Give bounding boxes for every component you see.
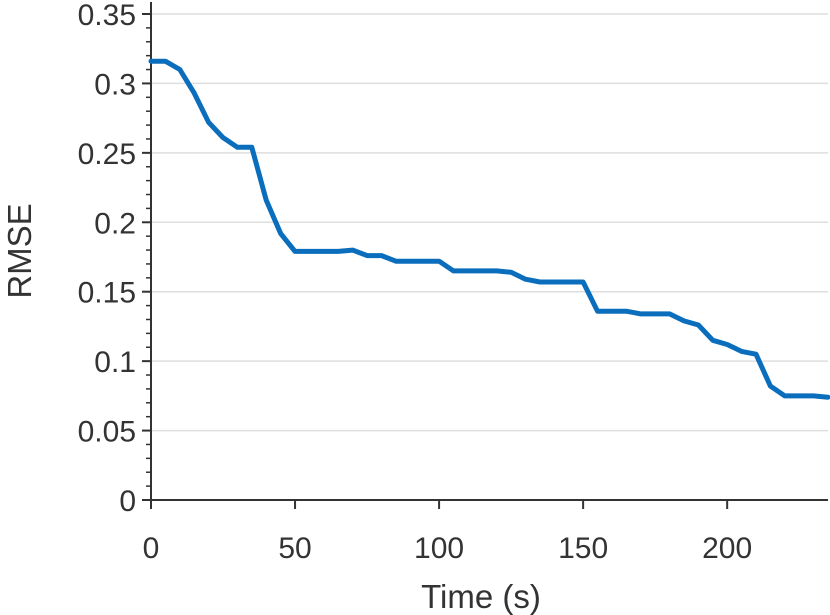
y-tick-label: 0.25 bbox=[78, 138, 136, 171]
y-axis-title: RMSE bbox=[1, 203, 38, 298]
y-tick-label: 0.1 bbox=[94, 346, 136, 379]
y-tick-label: 0.3 bbox=[94, 68, 136, 101]
y-tick-label: 0.15 bbox=[78, 277, 136, 310]
x-tick-label: 0 bbox=[143, 532, 160, 565]
rmse-series-line bbox=[148, 58, 830, 400]
series-group bbox=[148, 58, 830, 400]
y-tick-label: 0 bbox=[119, 485, 136, 518]
y-tick-label: 0.35 bbox=[78, 0, 136, 32]
x-tick-label: 50 bbox=[278, 532, 311, 565]
x-tick-label: 150 bbox=[558, 532, 608, 565]
x-tick-label: 200 bbox=[702, 532, 752, 565]
y-axis: 0 0.05 0.1 0.15 0.2 0.25 0.3 0.35 bbox=[78, 0, 152, 518]
y-tick-label: 0.05 bbox=[78, 416, 136, 449]
x-axis: 0 50 100 150 200 bbox=[143, 499, 828, 565]
y-tick-label: 0.2 bbox=[94, 207, 136, 240]
x-axis-title: Time (s) bbox=[421, 578, 541, 615]
x-tick-label: 100 bbox=[414, 532, 464, 565]
horizontal-grid bbox=[151, 13, 828, 432]
